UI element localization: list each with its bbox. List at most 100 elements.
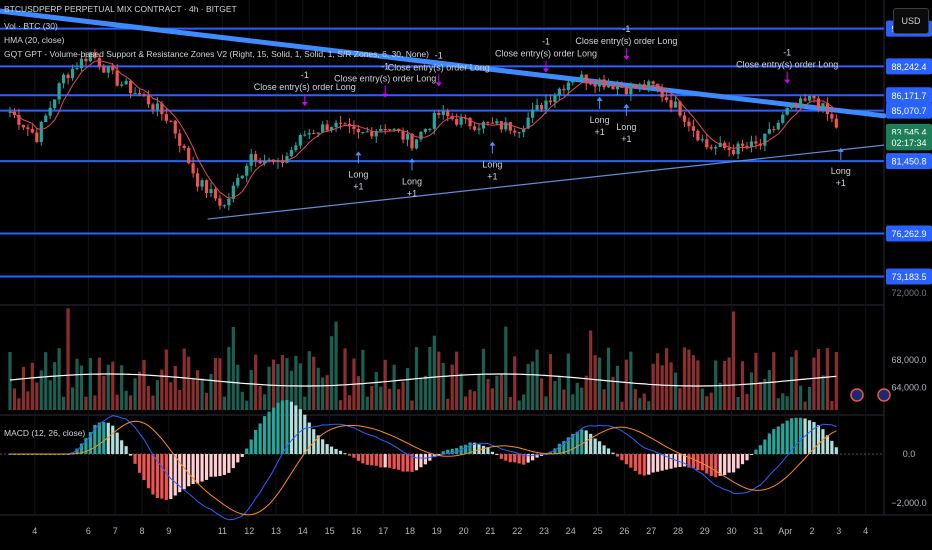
volume-bar bbox=[700, 388, 704, 410]
macd-histogram-bar bbox=[21, 454, 25, 456]
macd-histogram-bar bbox=[271, 407, 276, 455]
volume-bar bbox=[151, 395, 155, 410]
volume-bar bbox=[736, 396, 740, 410]
macd-histogram-bar bbox=[356, 454, 360, 461]
volume-bar bbox=[182, 348, 186, 410]
candle-body bbox=[763, 133, 767, 146]
candle-body bbox=[178, 133, 182, 146]
volume-bar bbox=[669, 362, 673, 410]
macd-histogram-bar bbox=[575, 431, 579, 455]
trendline-upper bbox=[0, 8, 887, 119]
macd-histogram-bar bbox=[405, 454, 410, 472]
candle-body bbox=[204, 180, 209, 194]
volume-bar bbox=[62, 396, 66, 410]
macd-histogram-bar bbox=[365, 454, 369, 465]
price-axis: 90,950.288,242.486,171.785,070.783,545.4… bbox=[886, 20, 932, 508]
volume-bar bbox=[464, 396, 468, 410]
macd-histogram-bar bbox=[254, 429, 258, 455]
candle-body bbox=[330, 127, 334, 131]
volume-bar bbox=[593, 355, 597, 410]
price-label-box bbox=[886, 268, 932, 285]
candle-body bbox=[486, 122, 490, 124]
currency-button[interactable]: USD bbox=[893, 8, 929, 34]
volume-bar bbox=[196, 370, 200, 410]
time-axis-label: 3 bbox=[836, 526, 841, 536]
legend-macd[interactable]: MACD (12, 26, close) bbox=[4, 428, 86, 438]
candle-body bbox=[236, 178, 240, 186]
volume-bar bbox=[374, 372, 378, 410]
volume-bar bbox=[785, 396, 789, 410]
signal-line bbox=[10, 420, 837, 516]
candle-body bbox=[383, 128, 387, 130]
legend-vol[interactable]: Vol · BTC (30) bbox=[4, 21, 58, 31]
candle-body bbox=[8, 111, 12, 113]
legend-sr-zones[interactable]: GQT GPT - Volume-based Support & Resista… bbox=[4, 49, 429, 59]
volume-bar bbox=[790, 356, 794, 410]
candle-body bbox=[709, 147, 713, 149]
macd-histogram-bar bbox=[481, 445, 486, 455]
macd-histogram-bar bbox=[437, 454, 441, 456]
volume-bar bbox=[513, 356, 517, 410]
macd-histogram-bar bbox=[423, 454, 427, 465]
candle-body bbox=[776, 122, 780, 130]
candle-body bbox=[834, 118, 838, 128]
candle-body bbox=[379, 128, 383, 132]
candle-body bbox=[660, 88, 664, 98]
macd-histogram-bar bbox=[236, 454, 240, 463]
macd-histogram-bar bbox=[763, 439, 767, 455]
volume-bar bbox=[499, 373, 503, 410]
volume-bar bbox=[280, 354, 285, 410]
volume-bar bbox=[12, 388, 17, 410]
candle-body bbox=[705, 139, 709, 148]
candle-body bbox=[79, 58, 84, 69]
event-marker-icon bbox=[877, 388, 891, 402]
candle-body bbox=[298, 135, 302, 146]
volume-bar bbox=[191, 378, 195, 410]
macd-histogram-bar bbox=[606, 448, 611, 455]
volume-bar bbox=[298, 363, 302, 410]
macd-histogram-bar bbox=[187, 454, 191, 487]
candle-body bbox=[102, 66, 106, 73]
candle-body bbox=[294, 145, 298, 151]
long-size: +1 bbox=[621, 134, 631, 144]
volume-bar bbox=[294, 355, 298, 410]
price-label: 73,183.5 bbox=[891, 272, 926, 282]
candle-body bbox=[365, 131, 369, 133]
exit-arrowhead bbox=[784, 79, 791, 84]
volume-bar bbox=[388, 388, 392, 410]
price-label-box bbox=[886, 102, 932, 119]
candle-body bbox=[781, 114, 785, 123]
macd-histogram-bar bbox=[531, 454, 535, 461]
candle-body bbox=[155, 103, 159, 110]
macd-histogram-bar bbox=[137, 454, 142, 473]
volume-bar bbox=[584, 375, 588, 410]
price-label: 88,242.4 bbox=[891, 62, 926, 72]
candle-body bbox=[115, 70, 119, 86]
candle-body bbox=[312, 133, 316, 135]
macd-histogram-bar bbox=[799, 417, 803, 455]
long-label: Long bbox=[402, 176, 422, 186]
volume-bar bbox=[423, 375, 427, 410]
volume-bar bbox=[740, 361, 745, 410]
volume-bar bbox=[553, 380, 557, 410]
volume-bar bbox=[227, 346, 231, 410]
price-label-box bbox=[886, 58, 932, 75]
exit-arrowhead bbox=[301, 101, 308, 106]
volume-bar bbox=[88, 358, 92, 410]
macd-histogram-bar bbox=[35, 454, 39, 456]
volume-bar bbox=[575, 382, 579, 410]
macd-histogram-bar bbox=[495, 454, 499, 456]
time-axis-label: 2 bbox=[809, 526, 814, 536]
macd-histogram-bar bbox=[173, 454, 177, 496]
exit-arrowhead bbox=[623, 55, 630, 60]
macd-pane bbox=[0, 399, 884, 521]
candle-body bbox=[580, 74, 584, 81]
legend-hma[interactable]: HMA (20, close) bbox=[4, 35, 65, 45]
volume-bar bbox=[97, 357, 101, 410]
volume-bar bbox=[120, 365, 124, 410]
macd-histogram-bar bbox=[736, 454, 740, 469]
time-axis-label: 15 bbox=[325, 526, 335, 536]
volume-bar bbox=[718, 382, 722, 410]
volume-bar bbox=[75, 358, 79, 410]
